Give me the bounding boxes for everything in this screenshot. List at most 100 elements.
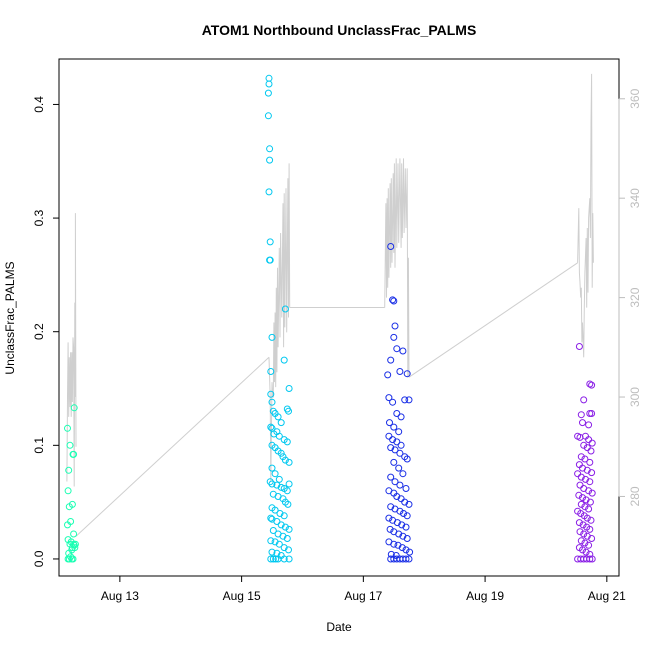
data-point bbox=[275, 540, 283, 548]
data-point bbox=[271, 538, 279, 546]
data-point bbox=[268, 548, 276, 556]
data-point bbox=[586, 498, 594, 506]
x-tick-label: Aug 17 bbox=[344, 589, 382, 603]
data-point bbox=[274, 413, 282, 421]
data-point bbox=[587, 447, 595, 455]
data-point bbox=[577, 473, 585, 481]
data-point bbox=[285, 555, 293, 563]
data-point bbox=[587, 516, 595, 524]
data-point bbox=[586, 525, 594, 533]
data-point bbox=[264, 89, 272, 97]
data-point bbox=[387, 243, 395, 250]
data-point bbox=[385, 514, 393, 522]
data-point bbox=[575, 491, 583, 499]
data-point bbox=[64, 424, 71, 432]
data-point bbox=[71, 540, 79, 548]
data-point bbox=[269, 527, 277, 534]
data-point bbox=[588, 535, 596, 542]
data-point bbox=[588, 381, 596, 389]
data-point bbox=[384, 371, 392, 379]
data-point bbox=[397, 441, 405, 449]
data-point bbox=[403, 455, 411, 463]
data-point bbox=[391, 478, 399, 486]
data-point bbox=[285, 546, 292, 554]
data-point bbox=[576, 528, 584, 536]
data-point bbox=[583, 514, 591, 522]
data-point bbox=[392, 552, 400, 559]
data-point bbox=[581, 539, 589, 547]
data-point bbox=[395, 464, 403, 472]
data-point bbox=[393, 410, 401, 417]
data-point bbox=[577, 500, 585, 508]
data-point bbox=[285, 458, 293, 466]
data-point bbox=[395, 428, 403, 436]
line-trace bbox=[66, 73, 594, 487]
data-point bbox=[579, 546, 586, 554]
data-point bbox=[396, 449, 404, 457]
data-point bbox=[66, 441, 74, 449]
data-point bbox=[387, 473, 395, 481]
data-point bbox=[267, 423, 275, 431]
data-point bbox=[577, 411, 585, 419]
data-point bbox=[281, 523, 289, 531]
data-point bbox=[405, 396, 413, 404]
y2-tick-label: 360 bbox=[628, 88, 642, 108]
data-point bbox=[386, 525, 394, 533]
data-point bbox=[390, 458, 398, 466]
data-point bbox=[285, 385, 293, 392]
data-point bbox=[267, 555, 275, 563]
y-tick-label: 0.1 bbox=[32, 437, 46, 454]
data-point bbox=[390, 333, 398, 341]
data-point bbox=[285, 407, 292, 415]
x-axis: Aug 13 Aug 15 Aug 17 Aug 19 Aug 21 bbox=[101, 575, 626, 603]
y-axis-label: UnclassFrac_PALMS bbox=[3, 261, 17, 374]
data-point bbox=[576, 481, 584, 489]
data-point bbox=[575, 519, 583, 527]
data-point bbox=[64, 487, 72, 495]
data-point bbox=[405, 555, 413, 563]
data-point bbox=[267, 514, 275, 522]
data-point bbox=[69, 555, 77, 563]
data-point bbox=[588, 489, 596, 497]
data-point bbox=[267, 390, 275, 398]
data-point bbox=[68, 546, 76, 554]
data-point bbox=[276, 510, 284, 517]
data-point bbox=[586, 380, 594, 388]
data-point bbox=[393, 345, 401, 353]
data-point bbox=[403, 535, 411, 542]
data-point bbox=[585, 436, 593, 444]
data-point bbox=[402, 485, 410, 492]
data-point bbox=[580, 530, 588, 538]
data-point bbox=[402, 523, 410, 531]
data-point bbox=[579, 521, 587, 529]
data-point bbox=[267, 537, 275, 545]
data-point bbox=[389, 398, 397, 406]
data-point bbox=[588, 555, 596, 563]
data-point bbox=[277, 521, 285, 529]
y-tick-label: 0.2 bbox=[32, 323, 46, 340]
line-bridge bbox=[408, 262, 578, 378]
data-point bbox=[402, 546, 410, 554]
data-point bbox=[580, 396, 588, 404]
data-point bbox=[268, 480, 276, 488]
data-point bbox=[277, 483, 285, 491]
data-point bbox=[586, 478, 594, 486]
data-point bbox=[273, 518, 281, 525]
data-point bbox=[574, 470, 582, 478]
data-point bbox=[575, 343, 583, 350]
data-point bbox=[267, 368, 275, 375]
data-point bbox=[588, 439, 596, 447]
data-point bbox=[390, 540, 398, 548]
data-point bbox=[398, 544, 406, 552]
data-point bbox=[283, 535, 291, 542]
data-point bbox=[406, 548, 414, 556]
data-point bbox=[585, 541, 593, 549]
data-point bbox=[265, 80, 273, 88]
y2-tick-label: 300 bbox=[628, 387, 642, 407]
data-point bbox=[266, 478, 274, 486]
data-point bbox=[268, 464, 276, 472]
data-point bbox=[577, 453, 585, 461]
data-point bbox=[277, 419, 285, 427]
data-point bbox=[399, 347, 407, 355]
